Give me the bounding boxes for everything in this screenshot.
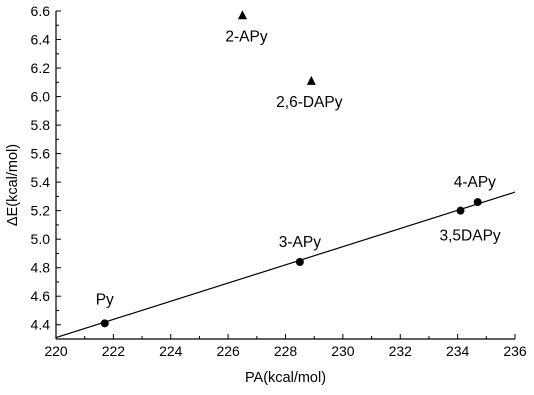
x-tick-label: 228 <box>274 343 298 359</box>
y-tick-label: 5.0 <box>31 231 51 247</box>
y-tick-label: 6.6 <box>31 3 51 19</box>
x-tick-label: 226 <box>216 343 240 359</box>
x-tick-label: 222 <box>102 343 126 359</box>
x-tick-label: 234 <box>446 343 470 359</box>
fit-line <box>55 191 516 339</box>
fit-line-group <box>55 191 516 339</box>
data-point-triangle <box>237 10 247 20</box>
point-label: 2-APy <box>225 28 267 45</box>
axes <box>55 11 515 340</box>
x-axis-title: PA(kcal/mol) <box>245 370 326 386</box>
y-tick-label: 6.4 <box>31 32 51 48</box>
point-label: 3,5DAPy <box>439 228 500 245</box>
y-tick-label: 5.2 <box>31 203 51 219</box>
x-tick-label: 224 <box>159 343 183 359</box>
data-point-triangle <box>306 75 316 85</box>
point-label: 4-APy <box>454 174 496 191</box>
data-point-circle <box>456 206 465 215</box>
y-tick-label: 5.8 <box>31 117 51 133</box>
point-label: 2,6-DAPy <box>276 94 343 111</box>
y-tick-label: 5.6 <box>31 146 51 162</box>
y-tick-label: 4.6 <box>31 288 51 304</box>
point-label: Py <box>96 291 114 308</box>
point-labels: Py 3-APy 3,5DAPy 4-APy 2-APy 2,6-DAPy <box>96 28 501 308</box>
x-tick-label: 220 <box>44 343 68 359</box>
y-tick-label: 6.0 <box>31 89 51 105</box>
y-tick-label: 4.8 <box>31 260 51 276</box>
y-tick-label: 4.4 <box>31 317 51 333</box>
data-point-circle <box>100 319 109 328</box>
ticks: 220 222 224 226 228 230 232 234 236 4.4 4.6 4.8 5.0 5… <box>31 3 527 359</box>
x-tick-label: 232 <box>389 343 413 359</box>
x-tick-label: 236 <box>503 343 527 359</box>
y-axis-title: ΔE(kcal/mol) <box>5 144 21 226</box>
data-point-circle <box>473 198 482 207</box>
y-tick-label: 5.4 <box>31 174 51 190</box>
point-label: 3-APy <box>279 234 321 251</box>
data-point-circle <box>295 257 304 266</box>
data-points <box>100 10 482 328</box>
y-tick-label: 6.2 <box>31 60 51 76</box>
x-tick-label: 230 <box>331 343 355 359</box>
